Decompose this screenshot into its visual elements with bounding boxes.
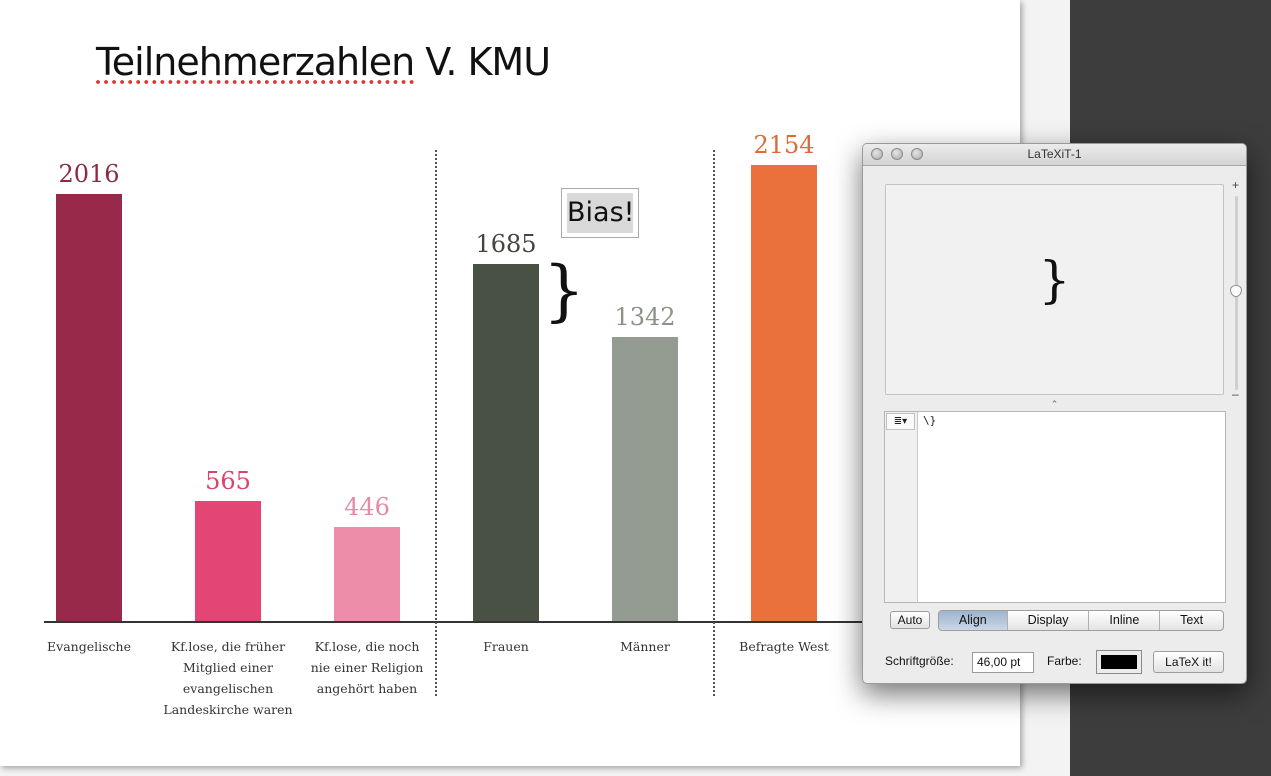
mode-align-tab[interactable]: Align bbox=[939, 611, 1008, 630]
category-label-line: Kf.lose, die noch bbox=[314, 639, 420, 654]
bar-value-label: 565 bbox=[205, 467, 251, 495]
category-label-line: nie einer Religion bbox=[310, 660, 424, 675]
bar bbox=[195, 501, 261, 621]
close-window-button[interactable] bbox=[871, 148, 883, 160]
category-label: Evangelische bbox=[19, 636, 159, 657]
bar bbox=[473, 264, 539, 621]
auto-button[interactable]: Auto bbox=[890, 611, 930, 629]
latex-source-text[interactable]: \} bbox=[923, 414, 937, 427]
category-label: Kf.lose, die früher Mitglied einer evangel… bbox=[158, 636, 298, 720]
bar bbox=[612, 337, 678, 621]
color-well-fill bbox=[1101, 655, 1137, 669]
category-label-line: Befragte West bbox=[739, 639, 829, 654]
bar-value-label: 2016 bbox=[58, 160, 120, 188]
category-label-line: evangelischen bbox=[182, 681, 274, 696]
category-label-line: Evangelische bbox=[47, 639, 131, 654]
color-well[interactable] bbox=[1096, 650, 1142, 674]
mode-inline-tab[interactable]: Inline bbox=[1089, 611, 1161, 630]
editor-gutter: ≣▾ bbox=[885, 412, 918, 602]
bar bbox=[334, 527, 400, 621]
category-label-line: Kf.lose, die früher bbox=[170, 639, 286, 654]
bar-value-label: 446 bbox=[344, 493, 390, 521]
bias-annotation-text: Bias! bbox=[567, 193, 634, 233]
window-title: LaTeXiT-1 bbox=[1027, 147, 1082, 161]
bar bbox=[751, 165, 817, 621]
font-size-field[interactable]: 46,00 pt bbox=[972, 652, 1034, 673]
slide-title-suffix: V. KMU bbox=[414, 40, 551, 84]
category-label-line: Mitglied einer bbox=[182, 660, 273, 675]
slide-title[interactable]: Teilnehmerzahlen V. KMU bbox=[96, 40, 551, 84]
zoom-window-button[interactable] bbox=[911, 148, 923, 160]
latexit-window: LaTeXiT-1 } + – ⌃ ≣▾ \} Auto Align Displ… bbox=[862, 143, 1247, 684]
latex-it-button[interactable]: LaTeX it! bbox=[1153, 651, 1224, 673]
category-label-line: angehört haben bbox=[316, 681, 418, 696]
mode-segmented-control[interactable]: Align Display Inline Text bbox=[938, 610, 1224, 631]
preview-area[interactable]: } bbox=[885, 184, 1224, 395]
splitter-handle-icon[interactable]: ⌃ bbox=[1050, 399, 1059, 409]
preview-brace-symbol[interactable]: } bbox=[1038, 251, 1071, 309]
minimize-window-button[interactable] bbox=[891, 148, 903, 160]
font-size-label: Schriftgröße: bbox=[885, 654, 954, 668]
group-divider-left bbox=[435, 150, 437, 696]
zoom-in-icon[interactable]: + bbox=[1232, 178, 1240, 192]
category-label-line: Landeskirche waren bbox=[163, 702, 293, 717]
color-label: Farbe: bbox=[1047, 654, 1082, 668]
category-label-line: Frauen bbox=[483, 639, 529, 654]
category-label-line: Männer bbox=[620, 639, 670, 654]
bar-value-label: 2154 bbox=[753, 131, 815, 159]
category-label: Befragte West bbox=[714, 636, 854, 657]
bar bbox=[56, 194, 122, 621]
bar-value-label: 1685 bbox=[475, 230, 537, 258]
mode-text-tab[interactable]: Text bbox=[1180, 613, 1204, 627]
brace-symbol[interactable]: } bbox=[543, 252, 585, 329]
category-label: Männer bbox=[575, 636, 715, 657]
latex-source-editor[interactable]: ≣▾ \} bbox=[884, 411, 1226, 603]
chart-baseline bbox=[44, 621, 874, 623]
slide-title-word: Teilnehmerzahlen bbox=[96, 40, 415, 84]
mode-display-tab[interactable]: Display bbox=[1008, 611, 1090, 630]
bias-annotation[interactable]: Bias! bbox=[561, 188, 639, 238]
category-label: Frauen bbox=[436, 636, 576, 657]
category-label: Kf.lose, die noch nie einer Religion angeh… bbox=[297, 636, 437, 699]
editor-options-menu-icon[interactable]: ≣▾ bbox=[886, 413, 915, 430]
presentation-slide: Teilnehmerzahlen V. KMU 2016 Evangelische… bbox=[0, 0, 1020, 766]
bar-value-label: 1342 bbox=[614, 303, 676, 331]
group-divider-right bbox=[713, 150, 715, 696]
zoom-slider-handle[interactable] bbox=[1230, 285, 1242, 297]
zoom-out-icon[interactable]: – bbox=[1232, 387, 1239, 401]
window-titlebar[interactable]: LaTeXiT-1 bbox=[863, 144, 1246, 166]
